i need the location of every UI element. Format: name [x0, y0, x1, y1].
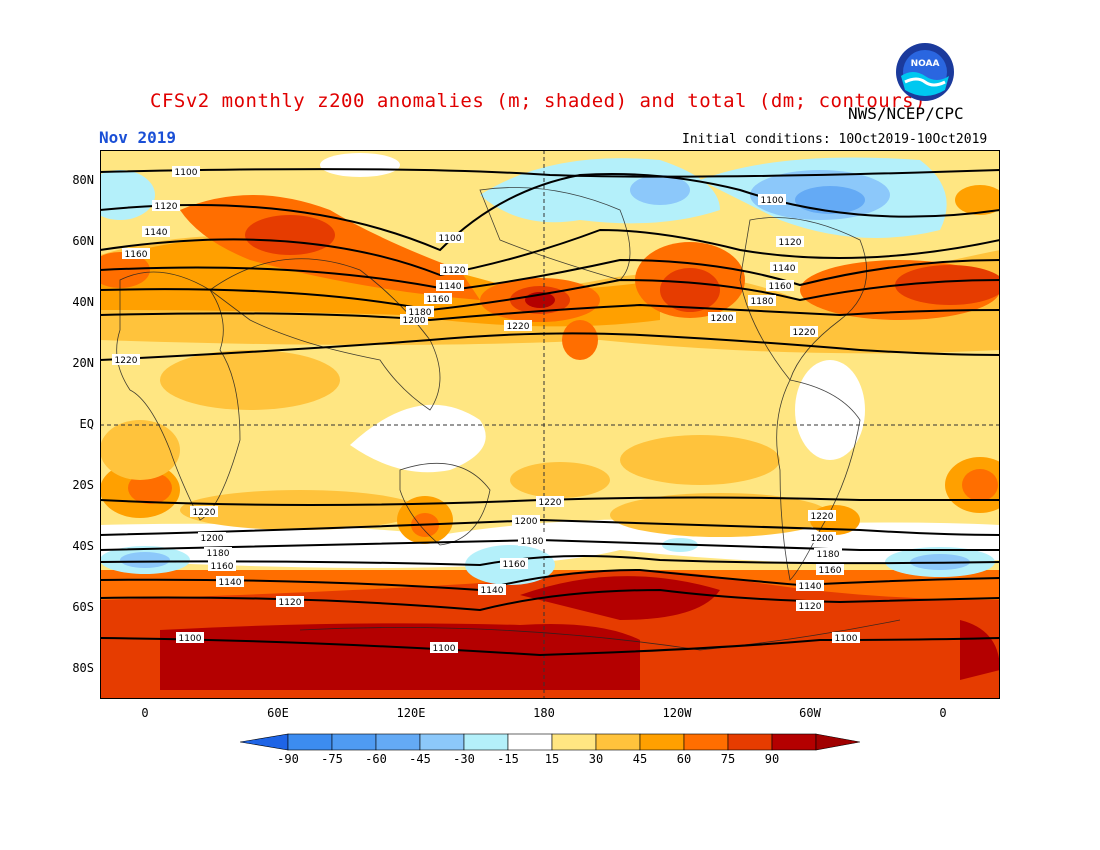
- svg-text:1120: 1120: [279, 598, 302, 608]
- svg-text:1180: 1180: [207, 549, 230, 559]
- noaa-logo: NOAA: [896, 43, 954, 101]
- colorbar-label: -30: [453, 752, 475, 766]
- svg-text:1140: 1140: [439, 282, 462, 292]
- colorbar-label: -45: [409, 752, 431, 766]
- svg-text:1100: 1100: [439, 234, 462, 244]
- svg-text:1160: 1160: [427, 295, 450, 305]
- lat-label: 80N: [72, 173, 94, 187]
- colorbar-label: 60: [676, 752, 692, 766]
- svg-text:1220: 1220: [811, 512, 834, 522]
- lat-label: 80S: [72, 661, 94, 675]
- agency-label: NWS/NCEP/CPC: [848, 104, 964, 123]
- lon-label: 0: [939, 706, 947, 720]
- colorbar-label: 90: [764, 752, 780, 766]
- svg-text:1160: 1160: [503, 560, 526, 570]
- svg-text:1220: 1220: [539, 498, 562, 508]
- svg-text:1160: 1160: [125, 250, 148, 260]
- svg-text:1120: 1120: [779, 238, 802, 248]
- colorbar: [240, 733, 860, 751]
- svg-text:1100: 1100: [175, 168, 198, 178]
- svg-text:1140: 1140: [145, 228, 168, 238]
- svg-text:1120: 1120: [799, 602, 822, 612]
- svg-text:NOAA: NOAA: [911, 59, 940, 69]
- lat-label: 60S: [72, 600, 94, 614]
- anomaly-map: 1100 1120 1140 1160 1200 1220 1100 1120 …: [100, 150, 1000, 699]
- svg-text:1100: 1100: [835, 634, 858, 644]
- height-contours: [100, 168, 1000, 657]
- lon-label: 120W: [662, 706, 692, 720]
- colorbar-label: 75: [720, 752, 736, 766]
- colorbar-label: -90: [277, 752, 299, 766]
- svg-text:1200: 1200: [515, 517, 538, 527]
- svg-text:1220: 1220: [793, 328, 816, 338]
- lat-label: 40S: [72, 539, 94, 553]
- lon-label: 0: [141, 706, 149, 720]
- lon-label: 180: [533, 706, 555, 720]
- contour-label-group: 1100 1120 1140 1160 1200 1220 1100 1120 …: [112, 166, 860, 654]
- svg-text:1200: 1200: [811, 534, 834, 544]
- svg-text:1100: 1100: [179, 634, 202, 644]
- lon-label: 60W: [799, 706, 821, 720]
- svg-text:1140: 1140: [799, 582, 822, 592]
- valid-month-label: Nov 2019: [99, 128, 177, 147]
- svg-text:1160: 1160: [769, 282, 792, 292]
- svg-text:1140: 1140: [481, 586, 504, 596]
- lat-label: 40N: [72, 295, 94, 309]
- colorbar-label: 15: [544, 752, 560, 766]
- colorbar-label: -60: [365, 752, 387, 766]
- svg-text:1180: 1180: [409, 308, 432, 318]
- svg-text:1140: 1140: [219, 578, 242, 588]
- svg-text:1200: 1200: [201, 534, 224, 544]
- svg-text:1180: 1180: [817, 550, 840, 560]
- initial-conditions-label: Initial conditions: 10Oct2019-10Oct2019: [682, 132, 988, 147]
- lon-label: 60E: [267, 706, 289, 720]
- svg-text:1220: 1220: [507, 322, 530, 332]
- svg-text:1140: 1140: [773, 264, 796, 274]
- lat-label: 20N: [72, 356, 94, 370]
- colorbar-label: -75: [321, 752, 343, 766]
- coastlines: [116, 187, 901, 651]
- svg-text:1180: 1180: [751, 297, 774, 307]
- svg-text:1220: 1220: [193, 508, 216, 518]
- lat-label: 20S: [72, 478, 94, 492]
- lat-label: EQ: [79, 417, 94, 431]
- svg-text:1160: 1160: [819, 566, 842, 576]
- lat-label: 60N: [72, 234, 94, 248]
- svg-text:1160: 1160: [211, 562, 234, 572]
- colorbar-label: 30: [588, 752, 604, 766]
- svg-text:1120: 1120: [155, 202, 178, 212]
- svg-text:1180: 1180: [521, 537, 544, 547]
- colorbar-label: -15: [497, 752, 519, 766]
- lon-label: 120E: [396, 706, 426, 720]
- colorbar-label: 45: [632, 752, 648, 766]
- svg-text:1200: 1200: [711, 314, 734, 324]
- svg-text:1100: 1100: [761, 196, 784, 206]
- svg-text:1200: 1200: [403, 316, 426, 326]
- svg-text:1100: 1100: [433, 644, 456, 654]
- svg-text:1220: 1220: [115, 356, 138, 366]
- svg-text:1120: 1120: [443, 266, 466, 276]
- chart-title: CFSv2 monthly z200 anomalies (m; shaded)…: [150, 90, 927, 112]
